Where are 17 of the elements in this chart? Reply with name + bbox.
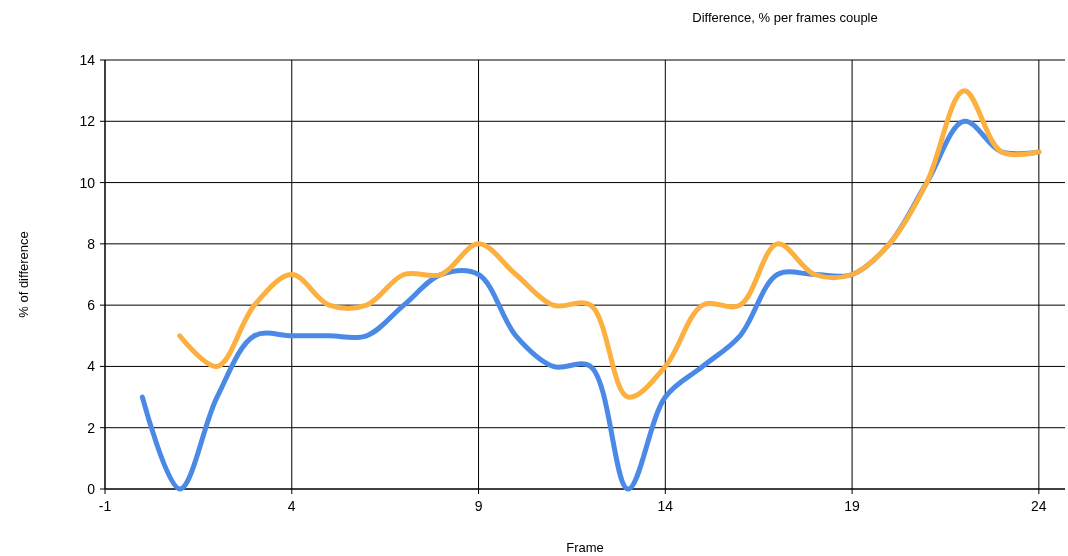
y-tick-label: 10 [79,174,96,191]
x-tick-label: 24 [1031,498,1047,514]
x-axis-title: Frame [566,540,604,555]
y-axis-title: % of difference [16,231,31,318]
x-tick-label: 9 [474,498,483,514]
x-tick-label: 4 [287,498,296,514]
x-tick-label: -1 [98,498,112,514]
x-tick-label: 14 [657,498,674,514]
x-tick-label: 19 [844,498,861,514]
y-tick-label: 14 [79,52,96,68]
y-tick-label: 6 [87,297,96,314]
y-tick-label: 8 [87,235,96,252]
y-tick-label: 2 [87,419,96,436]
y-tick-label: 0 [87,481,96,497]
chart-title: Difference, % per frames couple [692,10,878,25]
y-tick-label: 4 [87,358,96,375]
y-tick-label: 12 [79,113,96,130]
